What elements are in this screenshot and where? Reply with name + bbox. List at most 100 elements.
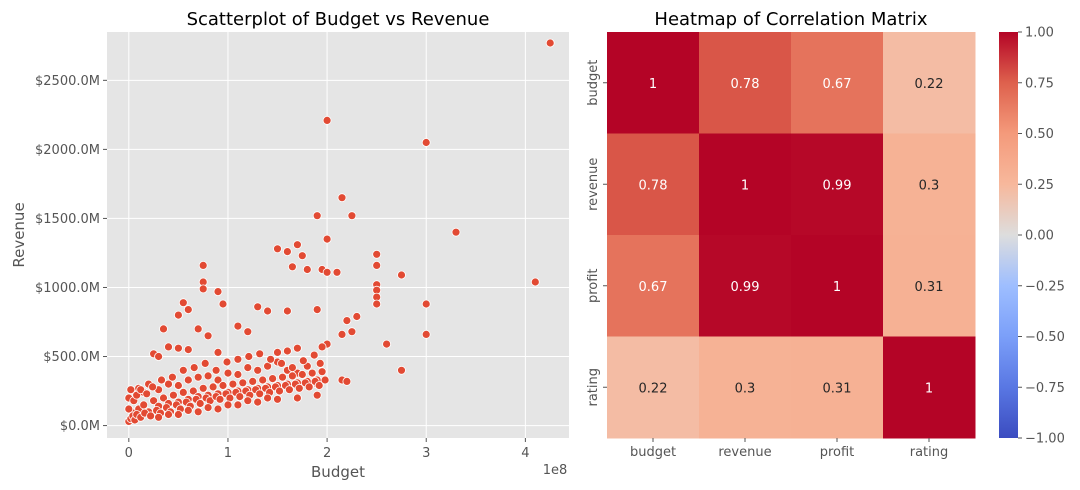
scatter-point xyxy=(309,350,319,360)
scatter-point xyxy=(233,354,243,364)
scatter-point xyxy=(218,381,228,390)
scatter-point xyxy=(228,379,238,389)
heatmap-cell-label: 1 xyxy=(649,77,657,92)
scatter-point xyxy=(124,404,134,414)
scatter-x-tick-label: 2 xyxy=(323,446,331,461)
scatter-point xyxy=(292,343,302,353)
scatter-point xyxy=(203,371,213,381)
scatter-x-tick-label: 1 xyxy=(224,446,232,461)
heatmap-x-labels: budget revenue profit rating xyxy=(630,438,948,460)
heatmap-cell xyxy=(883,32,976,134)
scatter-point xyxy=(189,363,199,373)
colorbar-tick-label: 0.75 xyxy=(1025,76,1054,91)
scatter-point xyxy=(198,383,208,393)
heatmap-cell-label: 0.67 xyxy=(823,77,852,92)
scatter-point xyxy=(223,400,233,410)
scatter-point xyxy=(159,393,168,403)
scatter-point xyxy=(243,363,253,373)
scatter-point xyxy=(243,396,253,406)
scatter-point xyxy=(332,267,342,277)
scatter-point xyxy=(164,410,173,419)
heatmap-y-label: revenue xyxy=(586,158,601,211)
scatter-point xyxy=(208,382,218,392)
scatter-y-tick-label: $500.0M xyxy=(43,350,100,365)
scatter-point xyxy=(337,193,347,203)
scatter-point xyxy=(297,251,307,261)
scatter-point xyxy=(142,389,152,399)
scatter-point xyxy=(347,327,357,337)
scatter-point xyxy=(243,327,253,337)
scatter-point xyxy=(183,405,193,415)
scatter-point xyxy=(397,270,406,280)
scatter-point xyxy=(282,346,292,356)
scatter-points xyxy=(124,38,555,426)
heatmap-cell-label: 0.31 xyxy=(823,381,852,396)
heatmap-cells: 1 0.78 0.67 0.220.78 1 0.99 0.30.67 0.99 1 0.310.… xyxy=(607,32,976,439)
scatter-point xyxy=(322,234,332,244)
heatmap-cell-label: 0.99 xyxy=(731,280,760,295)
scatter-point xyxy=(320,375,330,385)
scatter-point xyxy=(421,299,431,309)
scatter-x-tick-label: 0 xyxy=(125,446,133,461)
scatter-point xyxy=(255,389,265,399)
heatmap-cell xyxy=(791,235,884,337)
scatter-point xyxy=(195,399,205,408)
heatmap-cell xyxy=(883,235,976,337)
scatter-point xyxy=(337,329,347,339)
scatter-point xyxy=(278,372,287,382)
scatter-y-ticks: $0.0M $500.0M $1000.0M $1500.0M $2000.0M $250… xyxy=(35,74,107,434)
colorbar-tick-label: −1.00 xyxy=(1025,432,1065,447)
scatter-point xyxy=(287,262,297,272)
scatter-y-tick-label: $2000.0M xyxy=(35,143,100,158)
scatter-y-axis-label: Revenue xyxy=(10,202,28,267)
scatter-point xyxy=(312,390,322,400)
scatter-point xyxy=(372,299,382,309)
scatter-point xyxy=(258,375,268,385)
heatmap-y-label: rating xyxy=(586,368,601,407)
heatmap-cell-label: 0.99 xyxy=(823,178,852,193)
heatmap-cell-label: 0.22 xyxy=(915,77,944,92)
heatmap-cell xyxy=(699,133,792,236)
heatmap-x-label: profit xyxy=(820,445,855,460)
scatter-point xyxy=(149,396,159,406)
scatter-point xyxy=(183,305,193,315)
heatmap-cell-label: 1 xyxy=(741,178,749,193)
heatmap-cell xyxy=(699,235,792,337)
scatter-point xyxy=(126,385,136,395)
scatter-point xyxy=(292,393,302,403)
heatmap-cell-label: 0.67 xyxy=(639,280,668,295)
scatter-y-tick-label: $0.0M xyxy=(60,419,100,434)
scatter-point xyxy=(222,357,232,367)
scatter-point xyxy=(213,287,223,297)
scatter-point xyxy=(255,349,265,359)
scatter-point xyxy=(253,397,263,407)
scatter-point xyxy=(287,363,297,373)
scatter-point xyxy=(215,394,225,404)
heatmap-cell-label: 1 xyxy=(925,381,933,396)
scatter-x-ticks: 0 1 2 3 4 xyxy=(125,438,530,461)
scatter-point xyxy=(233,400,243,410)
scatter-point xyxy=(322,267,332,277)
scatter-point xyxy=(238,378,248,388)
scatter-point xyxy=(164,379,173,389)
scatter-point xyxy=(248,376,258,386)
scatter-point xyxy=(372,260,382,270)
colorbar-tick-label: −0.25 xyxy=(1025,279,1065,294)
scatter-point xyxy=(297,370,307,379)
scatter-point xyxy=(183,375,193,385)
scatter-point xyxy=(193,407,203,417)
scatter-point xyxy=(273,394,282,404)
scatter-point xyxy=(173,381,183,390)
scatter-point xyxy=(178,387,188,397)
scatter-point xyxy=(173,410,183,419)
scatter-y-tick-label: $2500.0M xyxy=(35,74,100,89)
scatter-point xyxy=(198,260,208,270)
scatter-point xyxy=(139,400,149,410)
scatter-point xyxy=(173,310,183,320)
scatter-point xyxy=(292,240,302,250)
scatter-point xyxy=(372,249,382,259)
scatter-y-tick-label: $1000.0M xyxy=(35,281,100,296)
scatter-point xyxy=(253,365,263,375)
scatter-x-tick-label: 3 xyxy=(422,446,430,461)
